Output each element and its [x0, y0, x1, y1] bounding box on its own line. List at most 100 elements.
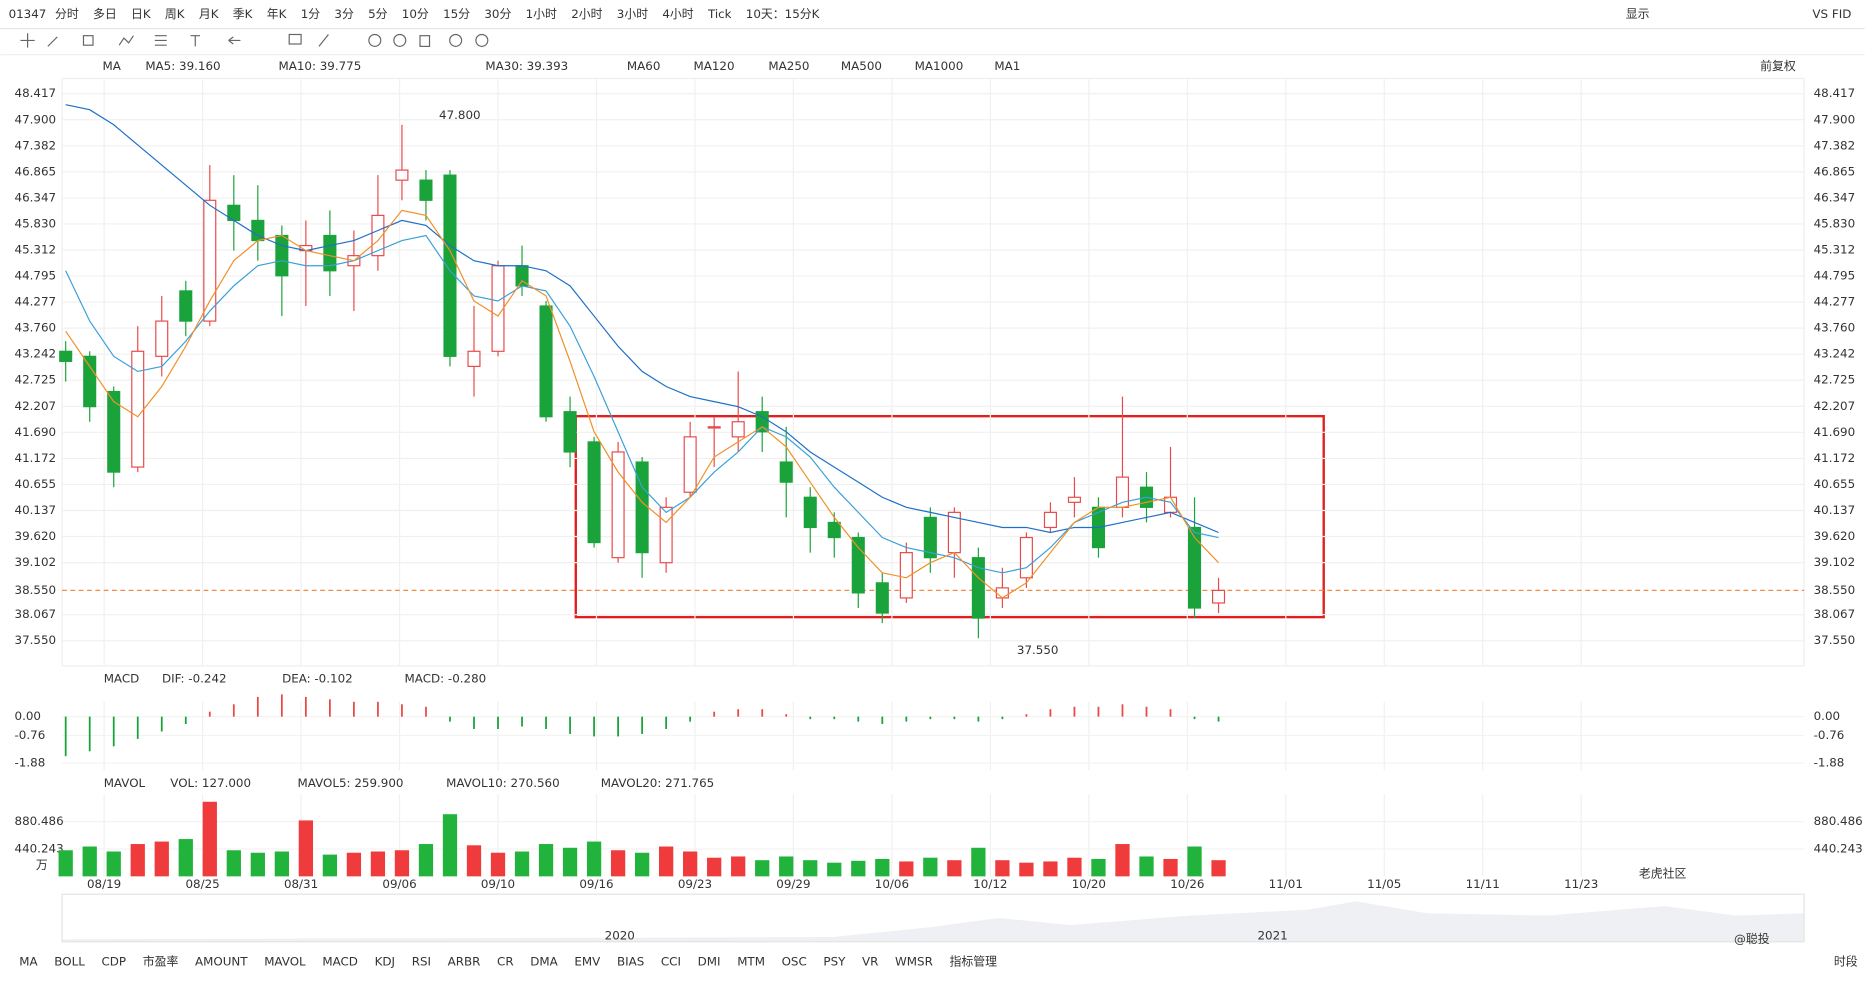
- period-tab[interactable]: 30分: [484, 7, 511, 21]
- indicator-tab[interactable]: MTM: [737, 954, 765, 968]
- arrow-tool[interactable]: [228, 36, 241, 45]
- legend-item[interactable]: MA1: [994, 59, 1020, 73]
- period-tab[interactable]: 10天：15分K: [746, 7, 821, 21]
- legend-item[interactable]: MA120: [693, 59, 734, 73]
- y-tick-label: 45.312: [1814, 243, 1856, 257]
- y-tick-label: 42.207: [1814, 399, 1856, 413]
- period-tab[interactable]: Tick: [707, 7, 732, 21]
- period-tab[interactable]: 月K: [199, 7, 220, 21]
- period-tab[interactable]: 5分: [368, 7, 388, 21]
- legend-item[interactable]: MA5: 39.160: [145, 59, 220, 73]
- lock-tool[interactable]: [393, 33, 407, 47]
- session-tab[interactable]: 时段: [1834, 954, 1858, 968]
- display-menu[interactable]: 显示: [1626, 7, 1650, 21]
- x-tick-label: 10/06: [875, 877, 909, 891]
- volume-bar: [971, 847, 986, 877]
- period-tab[interactable]: 15分: [443, 7, 470, 21]
- settings-tool[interactable]: [475, 33, 489, 47]
- panel-legend[interactable]: MACD: -0.280: [405, 671, 487, 685]
- legend-item[interactable]: MA250: [768, 59, 809, 73]
- indicator-tab[interactable]: KDJ: [375, 954, 395, 968]
- period-tab[interactable]: 季K: [233, 7, 254, 21]
- delete-tool[interactable]: [419, 35, 431, 47]
- volume-bar: [875, 858, 890, 877]
- rect-tool[interactable]: [82, 35, 94, 46]
- indicator-tab[interactable]: MA: [19, 954, 38, 968]
- panel-legend[interactable]: MAVOL10: 270.560: [446, 776, 559, 790]
- indicator-tab[interactable]: CCI: [661, 954, 681, 968]
- period-tab[interactable]: 周K: [165, 7, 186, 21]
- indicator-tab[interactable]: MAVOL: [264, 954, 306, 968]
- legend-item[interactable]: MA1000: [915, 59, 964, 73]
- x-tick-label: 08/19: [87, 877, 121, 891]
- panel-title[interactable]: MAVOL: [104, 776, 146, 790]
- volume-bar: [250, 852, 265, 877]
- legend-item[interactable]: MA10: 39.775: [279, 59, 362, 73]
- watermark: 老虎社区: [1639, 866, 1687, 880]
- period-tab[interactable]: 10分: [402, 7, 429, 21]
- indicator-tab[interactable]: OSC: [782, 954, 807, 968]
- period-tab[interactable]: 1小时: [526, 7, 557, 21]
- legend-item[interactable]: MA30: 39.393: [485, 59, 568, 73]
- indicator-tab[interactable]: VR: [862, 954, 878, 968]
- crosshair-tool[interactable]: [20, 33, 35, 48]
- indicator-tab[interactable]: BOLL: [54, 954, 85, 968]
- indicator-tab[interactable]: PSY: [823, 954, 846, 968]
- legend-title[interactable]: MA: [103, 59, 122, 73]
- volume-bar: [995, 860, 1010, 877]
- note-tool[interactable]: [288, 33, 302, 45]
- candle-body: [611, 451, 625, 559]
- candle-body: [587, 441, 601, 544]
- period-tab[interactable]: 3分: [334, 7, 354, 21]
- period-tab[interactable]: 分时: [55, 7, 79, 21]
- drawing-tools[interactable]: [20, 33, 489, 48]
- fib-tool[interactable]: [154, 35, 167, 46]
- adjust-button[interactable]: 前复权: [1760, 59, 1796, 73]
- panel-legend[interactable]: VOL: 127.000: [170, 776, 251, 790]
- legend-item[interactable]: MA500: [841, 59, 882, 73]
- panel-legend[interactable]: MAVOL5: 259.900: [298, 776, 404, 790]
- period-tab[interactable]: 3小时: [617, 7, 648, 21]
- indicator-tab[interactable]: ARBR: [448, 954, 481, 968]
- indicator-tab[interactable]: CDP: [101, 954, 126, 968]
- text-tool[interactable]: [190, 35, 201, 47]
- legend-item[interactable]: MA60: [627, 59, 660, 73]
- y-tick-label: -1.88: [15, 756, 46, 770]
- indicator-tab[interactable]: 指标管理: [949, 954, 997, 968]
- indicator-tab[interactable]: WMSR: [895, 954, 933, 968]
- period-tab[interactable]: 2小时: [571, 7, 602, 21]
- period-tab[interactable]: 多日: [93, 7, 117, 21]
- wave-tool[interactable]: [118, 35, 134, 46]
- panel-title[interactable]: MACD: [104, 671, 140, 685]
- indicator-tab[interactable]: 市盈率: [143, 954, 179, 968]
- indicator-tab[interactable]: EMV: [574, 954, 601, 968]
- indicator-tab[interactable]: AMOUNT: [195, 954, 248, 968]
- indicator-tab[interactable]: BIAS: [617, 954, 644, 968]
- x-tick-label: 09/16: [579, 877, 613, 891]
- line-tool[interactable]: [47, 36, 58, 47]
- indicator-tab[interactable]: DMA: [530, 954, 558, 968]
- period-tab[interactable]: 年K: [267, 7, 288, 21]
- indicator-tab[interactable]: CR: [497, 954, 514, 968]
- panel-legend[interactable]: MAVOL20: 271.765: [601, 776, 714, 790]
- volume-bar: [634, 852, 650, 877]
- watermark: @聪投: [1734, 932, 1770, 946]
- period-tab[interactable]: 1分: [301, 7, 321, 21]
- indicator-tab[interactable]: RSI: [412, 954, 431, 968]
- navigator-area: [62, 901, 1805, 942]
- candle-body: [275, 234, 289, 277]
- period-tab[interactable]: 4小时: [662, 7, 693, 21]
- panel-legend[interactable]: DIF: -0.242: [162, 671, 227, 685]
- symbol[interactable]: 01347: [9, 7, 47, 21]
- link-tool[interactable]: [449, 33, 463, 47]
- navigator-frame[interactable]: [61, 893, 1805, 943]
- indicator-tab[interactable]: MACD: [322, 954, 358, 968]
- indicator-tab[interactable]: DMI: [698, 954, 721, 968]
- compare-button[interactable]: VS FID: [1812, 7, 1851, 21]
- y-tick-label: 44.277: [1814, 295, 1856, 309]
- period-tab[interactable]: 日K: [131, 7, 152, 21]
- panel-legend[interactable]: DEA: -0.102: [282, 671, 353, 685]
- y-tick-label: 41.172: [15, 451, 57, 465]
- pen-tool[interactable]: [318, 34, 329, 47]
- magnet-tool[interactable]: [368, 33, 382, 47]
